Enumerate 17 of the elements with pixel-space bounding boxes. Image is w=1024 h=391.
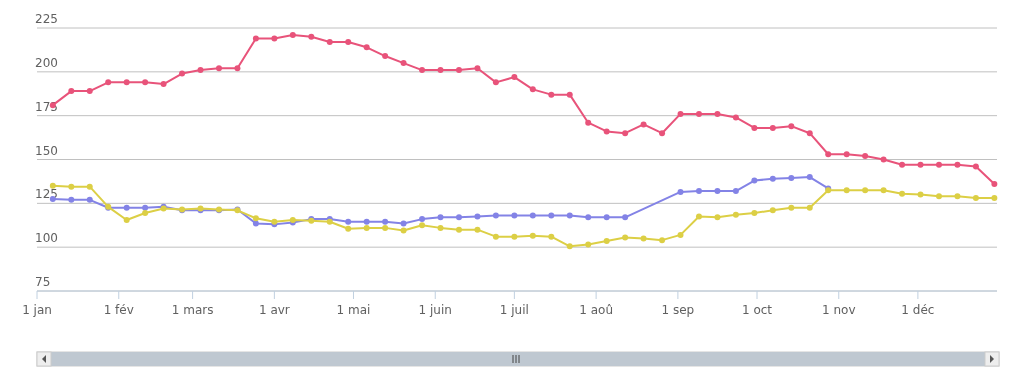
x-tick-label: 1 mars xyxy=(171,303,214,317)
x-tick-label: 1 nov xyxy=(822,303,856,317)
x-tick-label: 1 sep xyxy=(661,303,695,317)
x-tick-label: 1 juil xyxy=(499,303,529,317)
x-tick-label: 1 déc xyxy=(901,303,935,317)
x-tick-label: 1 mai xyxy=(336,303,371,317)
y-tick-label: 150 xyxy=(35,143,58,158)
y-tick-label: 75 xyxy=(35,275,51,289)
x-tick-label: 1 juin xyxy=(418,303,452,317)
x-tick-label: 1 aoû xyxy=(579,303,613,317)
y-tick-label: 100 xyxy=(35,231,58,246)
y-tick-label: 225 xyxy=(35,12,58,26)
y-tick-label: 200 xyxy=(35,55,58,70)
x-tick-label: 1 jan xyxy=(22,303,52,317)
x-tick-label: 1 oct xyxy=(741,303,773,317)
x-tick-label: 1 avr xyxy=(258,303,290,317)
x-tick-label: 1 fév xyxy=(103,303,134,317)
